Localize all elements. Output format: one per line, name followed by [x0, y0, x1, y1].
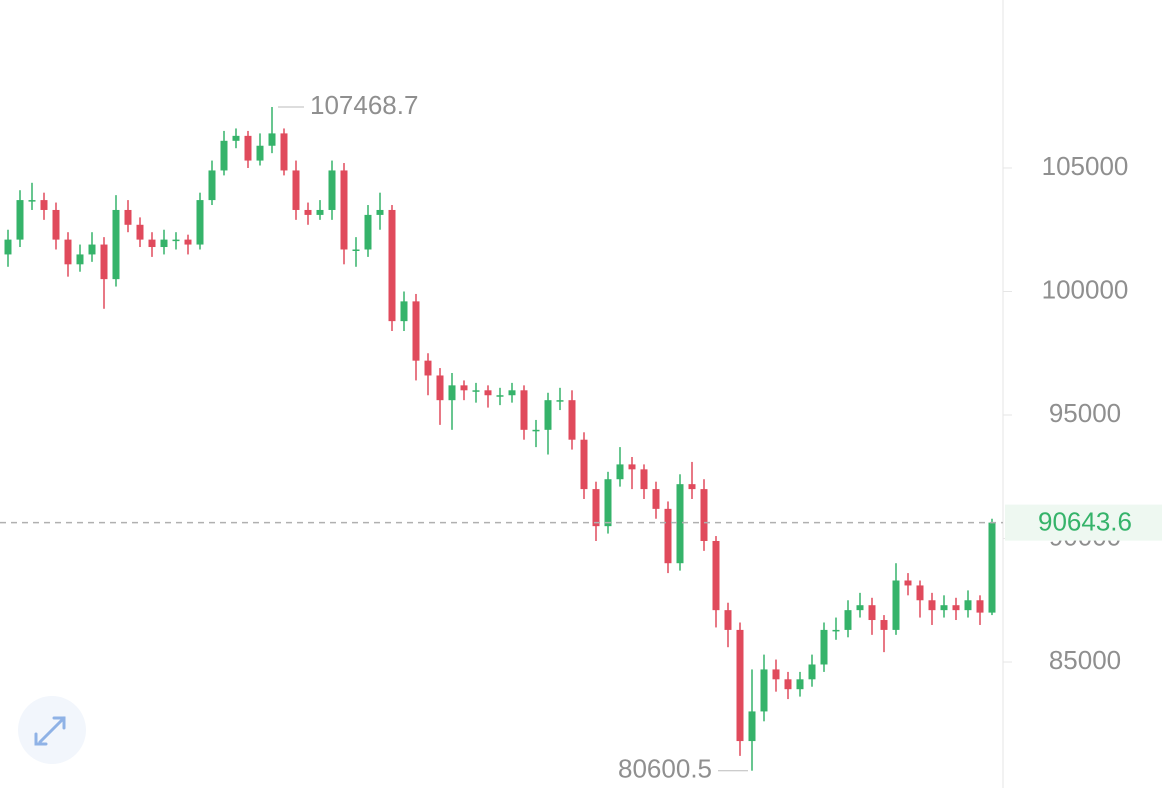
candle-body	[988, 522, 996, 613]
candle-body	[124, 209, 132, 225]
candle-body	[724, 610, 732, 630]
candle-body	[424, 360, 432, 376]
candle-body	[388, 209, 396, 322]
candle-body	[604, 479, 612, 527]
y-tick-label: 100000	[1042, 274, 1129, 304]
candle-body	[136, 224, 144, 240]
candle-body	[496, 395, 504, 397]
candle-body	[364, 214, 372, 250]
candle-body	[64, 239, 72, 265]
candle-body	[568, 400, 576, 440]
candle-body	[628, 464, 636, 470]
y-tick-label: 105000	[1042, 151, 1129, 181]
candle-body	[328, 170, 336, 210]
candle-body	[868, 605, 876, 621]
candle-body	[748, 711, 756, 742]
candle-body	[544, 400, 552, 430]
candle-body	[484, 390, 492, 396]
candle-body	[268, 133, 276, 146]
last-price-box	[1005, 504, 1162, 541]
candle-body	[664, 508, 672, 564]
candle-body	[820, 629, 828, 665]
candle-body	[292, 170, 300, 210]
candle-body	[712, 540, 720, 611]
candle-body	[772, 669, 780, 680]
candle-body	[532, 429, 540, 432]
candle-body	[196, 200, 204, 245]
candle-body	[160, 239, 168, 248]
candle-body	[844, 610, 852, 630]
candle-body	[448, 385, 456, 401]
candle-body	[640, 469, 648, 490]
candle-body	[808, 664, 816, 680]
candle-body	[316, 209, 324, 215]
candle-body	[520, 390, 528, 430]
candle-body	[616, 464, 624, 480]
candle-body	[676, 484, 684, 564]
candle-body	[352, 249, 360, 251]
candle-body	[304, 209, 312, 215]
candle-body	[796, 679, 804, 690]
candle-body	[784, 679, 792, 690]
candle-body	[688, 484, 696, 490]
candle-body	[904, 580, 912, 586]
candle-body	[928, 600, 936, 611]
candle-body	[280, 133, 288, 171]
candle-body	[652, 489, 660, 509]
candle-body	[952, 605, 960, 611]
candle-body	[964, 600, 972, 611]
candle-body	[460, 385, 468, 391]
candle-body	[760, 669, 768, 712]
candle-body	[40, 200, 48, 210]
candle-body	[76, 254, 84, 265]
candle-body	[340, 170, 348, 250]
candle-body	[256, 145, 264, 161]
candle-body	[376, 209, 384, 215]
candle-body	[244, 135, 252, 161]
candle-body	[220, 140, 228, 171]
max-label: 107468.7	[310, 90, 418, 120]
candle-body	[184, 239, 192, 245]
candle-body	[436, 375, 444, 401]
candle-body	[508, 390, 516, 396]
candle-body	[412, 301, 420, 361]
candle-body	[880, 620, 888, 630]
candle-body	[112, 209, 120, 280]
candle-body	[16, 200, 24, 240]
candle-body	[580, 439, 588, 490]
candle-body	[100, 244, 108, 280]
candle-body	[892, 580, 900, 630]
y-tick-label: 95000	[1049, 398, 1121, 428]
candle-body	[208, 170, 216, 201]
candle-body	[232, 135, 240, 141]
candle-body	[556, 400, 564, 402]
candle-body	[52, 209, 60, 240]
candle-body	[940, 605, 948, 611]
candle-body	[148, 239, 156, 248]
candle-body	[856, 605, 864, 611]
candle-body	[172, 239, 180, 242]
candle-body	[28, 200, 36, 202]
min-label: 80600.5	[618, 754, 712, 784]
candle-body	[916, 585, 924, 601]
candle-body	[976, 600, 984, 613]
candle-body	[472, 390, 480, 392]
candle-body	[736, 629, 744, 742]
candle-body	[700, 489, 708, 541]
candle-body	[4, 239, 12, 255]
last-price-label: 90643.6	[1038, 506, 1132, 536]
expand-button[interactable]	[18, 696, 86, 764]
candle-body	[400, 301, 408, 322]
candle-body	[592, 489, 600, 527]
candle-body	[832, 629, 840, 632]
y-tick-label: 85000	[1049, 645, 1121, 675]
candle-body	[88, 244, 96, 255]
